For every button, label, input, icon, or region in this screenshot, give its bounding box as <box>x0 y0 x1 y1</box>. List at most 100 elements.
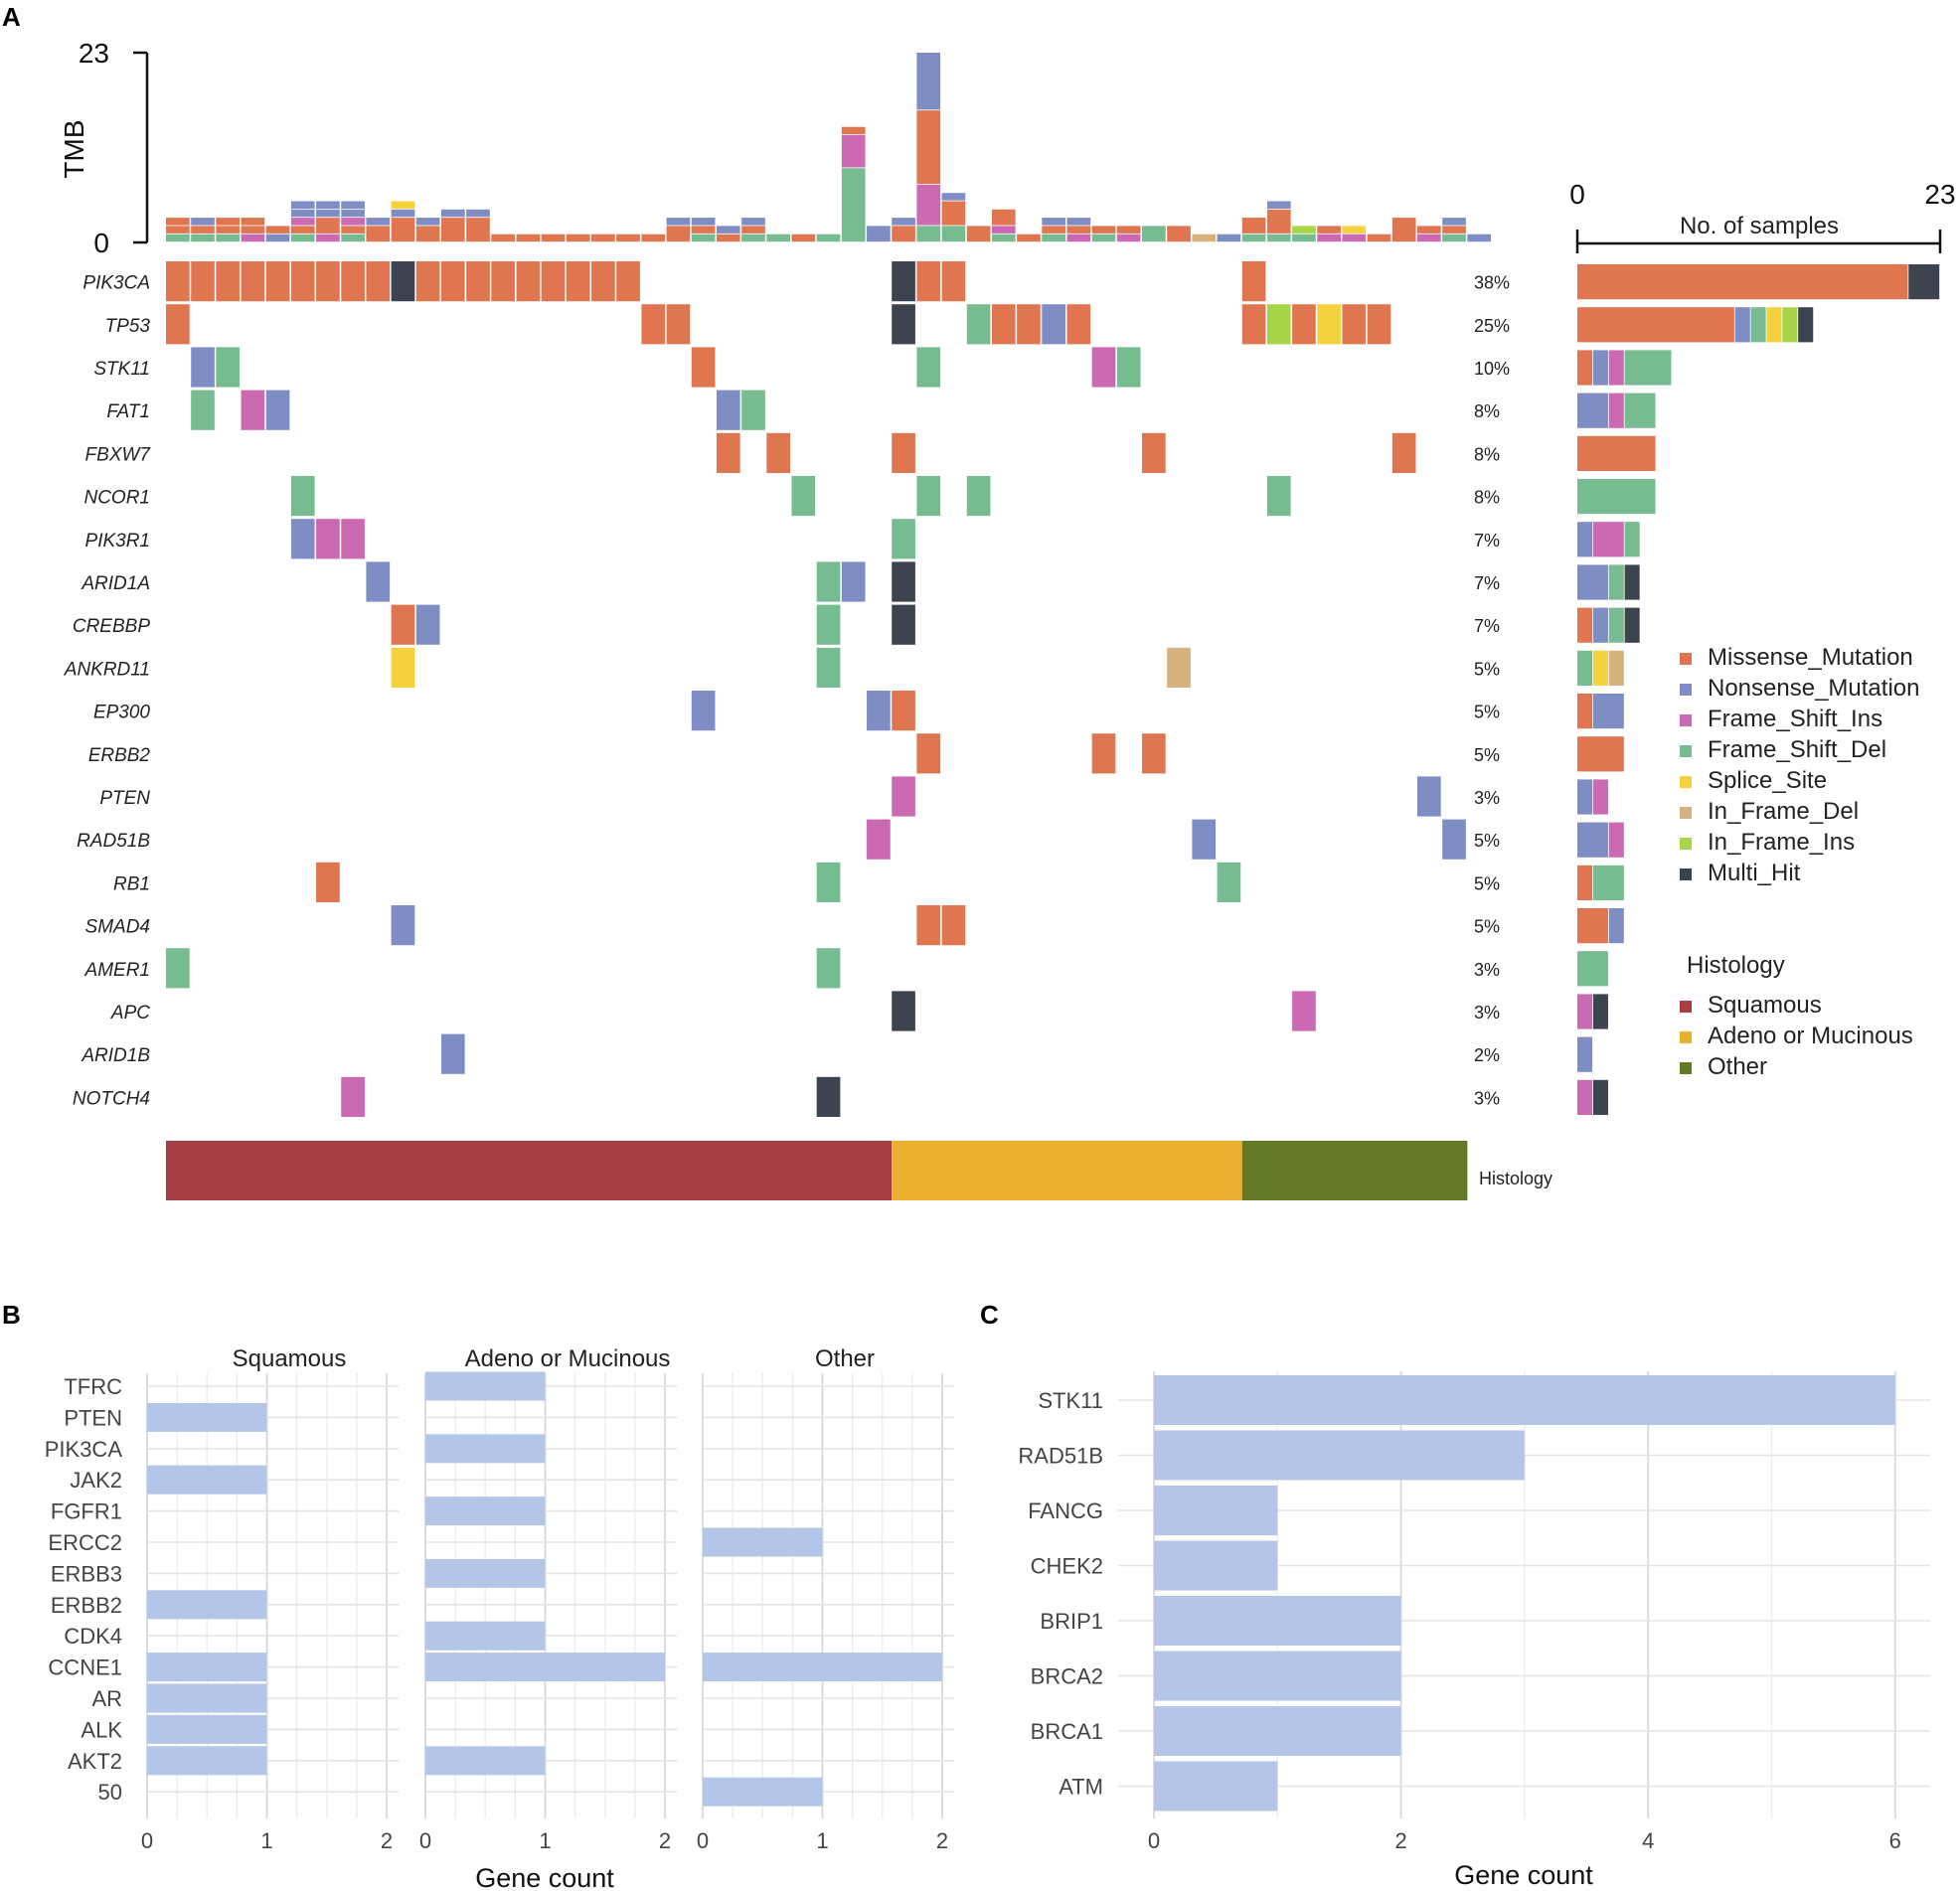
x-tick-label: 1 <box>816 1828 828 1853</box>
mutation-cell <box>916 733 941 774</box>
sample-count-segment <box>1577 1079 1593 1115</box>
tmb-bar-segment <box>716 234 740 242</box>
category-label: BRCA1 <box>1031 1719 1103 1744</box>
mutation-cell <box>691 691 716 731</box>
sample-count-segment <box>1592 650 1608 686</box>
gene-frequency: 8% <box>1474 488 1500 508</box>
tmb-bar-segment <box>916 53 941 110</box>
sample-count-segment <box>1624 393 1656 428</box>
gene-label: RAD51B <box>77 831 150 852</box>
category-label: 50 <box>98 1780 122 1805</box>
gene-label: ARID1A <box>81 573 150 594</box>
tmb-bar-segment <box>366 218 391 226</box>
mutation-cell <box>892 261 915 302</box>
tmb-bar-segment <box>366 226 391 242</box>
oncoplot: 23 0 TMB PIK3CA 38% TP53 25% STK11 10% FAT1 8% FBXW… <box>59 38 1956 1200</box>
tmb-bar-segment <box>1042 226 1065 234</box>
histology-segment <box>1241 1141 1468 1200</box>
mutation-cell <box>816 604 841 645</box>
mutation-cell <box>1317 304 1341 345</box>
gene-count-bar <box>147 1590 267 1620</box>
legend-swatch <box>1680 776 1692 788</box>
tmb-bar-segment <box>415 218 440 226</box>
mutation-cell <box>867 819 891 860</box>
mutation-cell <box>916 347 941 388</box>
mutation-cell <box>616 261 640 302</box>
mutation-cell <box>1266 476 1291 517</box>
gene-count-bar <box>1154 1540 1278 1591</box>
tmb-bar-segment <box>1091 226 1116 234</box>
tmb-bar-segment <box>1066 234 1091 242</box>
mutation-cell <box>366 261 391 302</box>
legend-label: Frame_Shift_Ins <box>1708 706 1882 732</box>
tmb-bar-segment <box>290 218 315 226</box>
x-axis-title: Gene count <box>475 1863 614 1891</box>
tmb-bar-segment <box>440 218 465 242</box>
gene-count-bar <box>425 1371 546 1401</box>
gene-frequency: 10% <box>1474 359 1510 379</box>
tmb-bar-segment <box>265 226 290 234</box>
gene-frequency: 8% <box>1474 401 1500 421</box>
tmb-bar-segment <box>1042 218 1065 226</box>
tmb-bar-segment <box>616 234 640 242</box>
sample-count-segment <box>1592 694 1624 729</box>
faceted-gene-count-chart: Squamous 0 1 2 Adeno or Mucinous 0 1 2 Other 0 1 2 T… <box>45 1345 955 1891</box>
sample-count-segment <box>1577 564 1608 600</box>
samples-axis-title: No. of samples <box>1680 213 1839 239</box>
mutation-cell <box>1142 733 1166 774</box>
tmb-bar-segment <box>892 226 915 242</box>
tmb-bar-segment <box>316 234 340 242</box>
tmb-bar-segment <box>516 234 541 242</box>
gene-frequency: 5% <box>1474 831 1500 851</box>
gene-count-bar <box>425 1497 546 1526</box>
x-tick-label: 0 <box>419 1828 431 1853</box>
category-label: BRIP1 <box>1040 1609 1103 1634</box>
gene-label: SMAD4 <box>85 917 150 938</box>
mutation-cell <box>216 261 241 302</box>
tmb-bar-segment <box>290 201 315 209</box>
category-label: JAK2 <box>70 1468 122 1493</box>
gene-label: TP53 <box>105 316 151 337</box>
mutation-cell <box>366 561 391 602</box>
mutation-cell <box>241 261 265 302</box>
tmb-bar-segment <box>316 201 340 209</box>
sample-count-segment <box>1592 865 1624 900</box>
gene-frequency: 7% <box>1474 616 1500 636</box>
mutation-cell <box>1241 304 1266 345</box>
category-label: AKT2 <box>68 1749 122 1774</box>
sample-count-segment <box>1577 393 1608 428</box>
mutation-cell <box>316 519 340 559</box>
tmb-bar-segment <box>1442 226 1466 234</box>
mutation-cell <box>290 476 315 517</box>
sample-count-segment <box>1608 908 1624 944</box>
gene-count-bar <box>147 1714 267 1744</box>
category-label: STK11 <box>1038 1388 1103 1413</box>
mutation-cell <box>341 1076 365 1117</box>
mutation-cell <box>415 604 440 645</box>
legend-swatch <box>1680 714 1692 726</box>
tmb-bar-segment <box>1391 218 1416 242</box>
sample-count-segment <box>1624 350 1672 386</box>
tmb-bar-segment <box>741 226 765 234</box>
sample-count-segment <box>1577 994 1593 1029</box>
mutation-cell <box>892 604 915 645</box>
tmb-bar-segment <box>641 234 666 242</box>
tmb-bar-segment <box>841 168 866 242</box>
mutation-cell <box>892 519 915 559</box>
legend-label: Frame_Shift_Del <box>1708 736 1886 763</box>
gene-count-bar <box>703 1653 942 1682</box>
mutation-cell <box>791 476 816 517</box>
gene-count-bar <box>1154 1651 1401 1701</box>
tmb-bar-segment <box>691 226 716 234</box>
tmb-bar-segment <box>666 218 691 226</box>
sample-count-segment <box>1577 435 1656 471</box>
mutation-cell <box>916 261 941 302</box>
sample-count-segment <box>1908 264 1940 300</box>
gene-frequency: 5% <box>1474 659 1500 679</box>
mutation-cell <box>541 261 566 302</box>
gene-count-bar <box>147 1683 267 1713</box>
mutation-cell <box>641 304 666 345</box>
tmb-bar-segment <box>341 226 365 234</box>
tmb-bar-segment <box>1317 226 1341 234</box>
mutation-cell <box>991 304 1016 345</box>
